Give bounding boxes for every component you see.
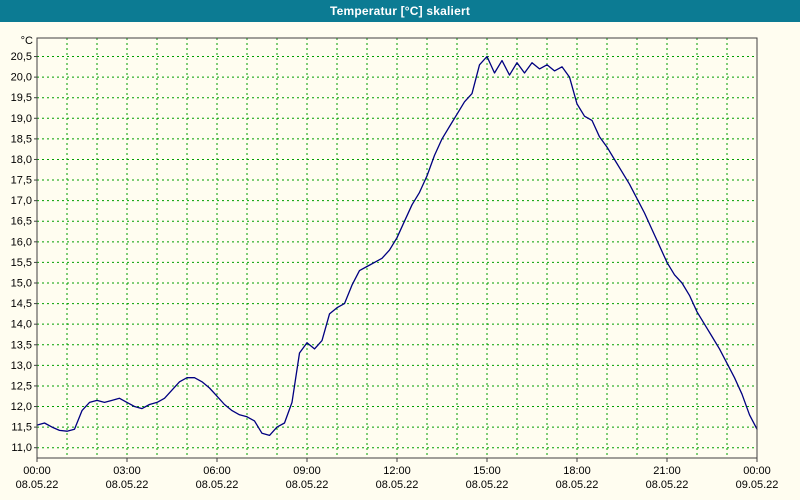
x-tick-date-label: 09.05.22	[736, 479, 779, 491]
window-title: Temperatur [°C] skaliert	[329, 4, 471, 18]
y-tick-label: 15,0	[11, 278, 32, 290]
x-tick-date-label: 08.05.22	[376, 479, 419, 491]
y-tick-label: 13,0	[11, 360, 32, 372]
x-tick-time-label: 00:00	[23, 465, 51, 477]
y-tick-label: 20,5	[11, 51, 32, 63]
temperature-line-chart: °C 11,0 11,5 12,0 12,5 13,0 13,5 14,0 14,5 15,0 15…	[11, 35, 779, 491]
y-tick-label: 18,5	[11, 133, 32, 145]
x-tick-date-label: 08.05.22	[466, 479, 509, 491]
y-tick-label: 16,0	[11, 236, 32, 248]
y-tick-label: 15,5	[11, 257, 32, 269]
y-tick-label: 19,0	[11, 113, 32, 125]
x-tick-date-label: 08.05.22	[286, 479, 329, 491]
x-tick-date-label: 08.05.22	[646, 479, 689, 491]
y-tick-label: 13,5	[11, 339, 32, 351]
x-tick-time-label: 18:00	[563, 465, 591, 477]
y-tick-label: 14,0	[11, 319, 32, 331]
y-tick-label: 14,5	[11, 298, 32, 310]
x-tick-date-label: 08.05.22	[556, 479, 599, 491]
x-tick-time-label: 15:00	[473, 465, 501, 477]
x-tick-date-label: 08.05.22	[196, 479, 239, 491]
window-title-bar: Temperatur [°C] skaliert	[0, 0, 800, 22]
y-tick-label: 12,0	[11, 401, 32, 413]
x-tick-time-label: 00:00	[743, 465, 771, 477]
y-tick-label: 12,5	[11, 380, 32, 392]
x-tick-time-label: 21:00	[653, 465, 681, 477]
chart-area: °C 11,0 11,5 12,0 12,5 13,0 13,5 14,0 14,5 15,0 15…	[0, 22, 800, 500]
y-tick-label: 16,5	[11, 216, 32, 228]
x-tick-time-label: 09:00	[293, 465, 321, 477]
y-tick-label: 11,5	[11, 422, 32, 434]
y-tick-label: 18,0	[11, 154, 32, 166]
y-tick-label: 17,5	[11, 175, 32, 187]
temperature-series-line	[36, 55, 758, 437]
x-tick-date-label: 08.05.22	[106, 479, 149, 491]
y-tick-label: 17,0	[11, 195, 32, 207]
x-tick-time-label: 12:00	[383, 465, 411, 477]
x-tick-time-label: 06:00	[203, 465, 231, 477]
y-tick-label: 11,0	[11, 442, 32, 454]
x-tick-time-label: 03:00	[113, 465, 141, 477]
x-tick-date-label: 08.05.22	[16, 479, 59, 491]
y-tick-label: 20,0	[11, 72, 32, 84]
y-tick-label: 19,5	[11, 92, 32, 104]
y-axis-unit-label: °C	[21, 35, 33, 47]
